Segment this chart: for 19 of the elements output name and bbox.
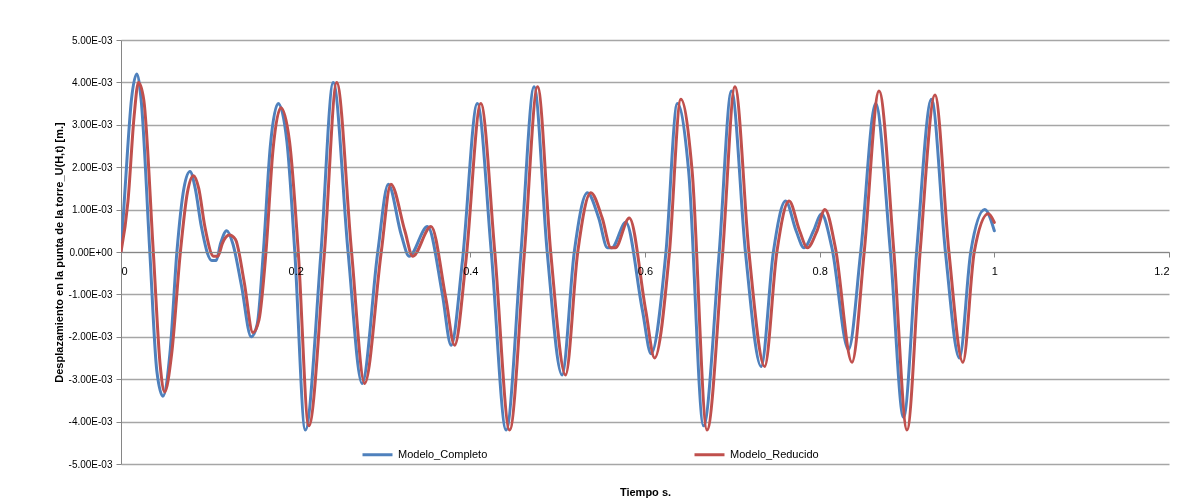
x-tick-label: 1 xyxy=(991,264,998,277)
x-tick-label: 0.8 xyxy=(812,264,828,277)
y-tick-label: 3.00E-03 xyxy=(71,119,113,131)
x-axis-title: Tiempo s. xyxy=(619,485,672,498)
x-tick-label: 1.2 xyxy=(1154,264,1170,277)
y-tick-label: -3.00E-03 xyxy=(68,373,113,385)
y-tick-label: 2.00E-03 xyxy=(71,161,113,173)
x-tick-label: 0 xyxy=(121,264,128,277)
y-axis-title: Desplazamiento en la punta de la torre_U(H,t) [m.] xyxy=(52,121,65,383)
y-tick-label: -1.00E-03 xyxy=(68,288,113,300)
y-tick-label: 1.00E-03 xyxy=(71,204,113,216)
y-tick-label: -4.00E-03 xyxy=(68,416,113,428)
legend-label: Modelo_Completo xyxy=(398,447,488,460)
y-tick-label: 5.00E-03 xyxy=(71,34,113,46)
y-tick-label: -2.00E-03 xyxy=(68,331,113,343)
y-tick-label: 4.00E-03 xyxy=(71,76,113,88)
y-tick-label: -5.00E-03 xyxy=(68,458,113,470)
y-tick-label: 0.00E+00 xyxy=(69,246,113,258)
legend-label: Modelo_Reducido xyxy=(730,447,819,460)
